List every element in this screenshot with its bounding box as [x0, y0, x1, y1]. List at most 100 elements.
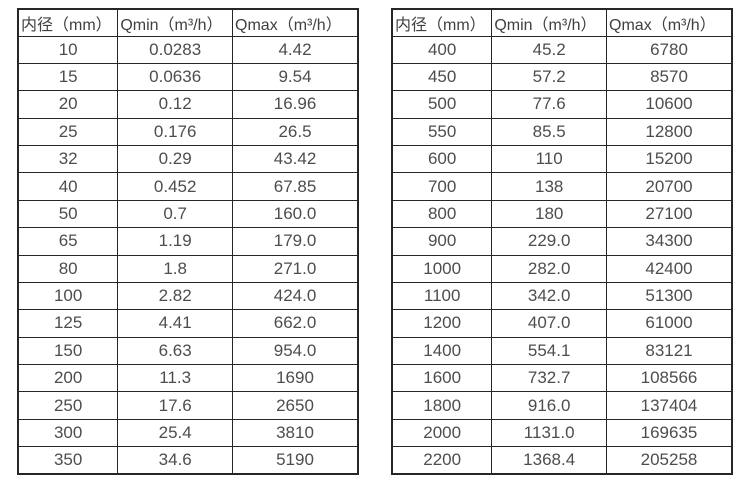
table-cell: 61000: [606, 309, 733, 338]
table-body: 10 0.0283 4.42 15 0.0636 9.54 20 0.12 16.96 25 0.1…: [17, 35, 359, 475]
table-cell: 450: [391, 62, 493, 92]
table-cell: 9.54: [232, 62, 359, 92]
table-cell: 100: [17, 281, 119, 311]
table-cell: 600: [391, 144, 493, 174]
table-cell: 229.0: [491, 227, 608, 256]
table-row: 50 0.7 160.0: [17, 199, 359, 229]
table-row: 65 1.19 179.0: [17, 227, 359, 256]
table-cell: 6.63: [117, 336, 234, 366]
table-row: 800 180 27100: [391, 199, 733, 229]
table-row: 1800 916.0 137404: [391, 391, 733, 420]
table-cell: 77.6: [491, 90, 608, 119]
header-cell-diameter: 内径（mm）: [17, 8, 119, 37]
table-row: 1600 732.7 108566: [391, 363, 733, 393]
table-row: 600 110 15200: [391, 144, 733, 174]
table-cell: 179.0: [232, 227, 359, 256]
table-cell: 27100: [606, 199, 733, 229]
header-cell-qmax: Qmax（m³/h）: [606, 8, 733, 37]
table-cell: 57.2: [491, 62, 608, 92]
table-cell: 11.3: [117, 363, 234, 393]
table-cell: 250: [17, 391, 119, 420]
table-row: 40 0.452 67.85: [17, 172, 359, 201]
table-cell: 108566: [606, 363, 733, 393]
flow-spec-table-small-diameters: 内径（mm） Qmin（m³/h） Qmax（m³/h） 10 0.0283 4.4…: [17, 8, 359, 475]
table-cell: 662.0: [232, 309, 359, 338]
table-row: 200 11.3 1690: [17, 363, 359, 393]
table-cell: 700: [391, 172, 493, 201]
table-row: 300 25.4 3810: [17, 418, 359, 448]
table-row: 350 34.6 5190: [17, 446, 359, 475]
table-cell: 45.2: [491, 35, 608, 64]
table-cell: 1368.4: [491, 446, 608, 475]
table-cell: 34300: [606, 227, 733, 256]
table-cell: 10600: [606, 90, 733, 119]
table-cell: 900: [391, 227, 493, 256]
table-cell: 17.6: [117, 391, 234, 420]
table-cell: 6780: [606, 35, 733, 64]
table-row: 20 0.12 16.96: [17, 90, 359, 119]
table-cell: 2200: [391, 446, 493, 475]
table-cell: 271.0: [232, 254, 359, 283]
table-cell: 1131.0: [491, 418, 608, 448]
table-cell: 0.452: [117, 172, 234, 201]
table-row: 10 0.0283 4.42: [17, 35, 359, 64]
table-cell: 20: [17, 90, 119, 119]
table-row: 250 17.6 2650: [17, 391, 359, 420]
table-cell: 34.6: [117, 446, 234, 475]
table-cell: 125: [17, 309, 119, 338]
table-cell: 8570: [606, 62, 733, 92]
table-row: 1200 407.0 61000: [391, 309, 733, 338]
header-cell-qmin: Qmin（m³/h）: [117, 8, 234, 37]
table-row: 150 6.63 954.0: [17, 336, 359, 366]
table-cell: 0.0636: [117, 62, 234, 92]
table-cell: 2.82: [117, 281, 234, 311]
table-row: 400 45.2 6780: [391, 35, 733, 64]
table-cell: 26.5: [232, 117, 359, 147]
table-cell: 3810: [232, 418, 359, 448]
table-cell: 1690: [232, 363, 359, 393]
table-cell: 400: [391, 35, 493, 64]
table-row: 25 0.176 26.5: [17, 117, 359, 147]
table-cell: 2650: [232, 391, 359, 420]
table-cell: 424.0: [232, 281, 359, 311]
header-cell-qmax: Qmax（m³/h）: [232, 8, 359, 37]
table-body: 400 45.2 6780 450 57.2 8570 500 77.6 10600 550 85.…: [391, 35, 733, 475]
table-cell: 138: [491, 172, 608, 201]
table-row: 125 4.41 662.0: [17, 309, 359, 338]
table-cell: 15200: [606, 144, 733, 174]
table-cell: 1.8: [117, 254, 234, 283]
header-cell-diameter: 内径（mm）: [391, 8, 493, 37]
table-cell: 200: [17, 363, 119, 393]
table-row: 32 0.29 43.42: [17, 144, 359, 174]
table-cell: 67.85: [232, 172, 359, 201]
table-cell: 550: [391, 117, 493, 147]
table-cell: 916.0: [491, 391, 608, 420]
table-cell: 40: [17, 172, 119, 201]
table-cell: 0.7: [117, 199, 234, 229]
table-cell: 160.0: [232, 199, 359, 229]
table-cell: 1800: [391, 391, 493, 420]
table-cell: 25.4: [117, 418, 234, 448]
table-cell: 500: [391, 90, 493, 119]
table-cell: 137404: [606, 391, 733, 420]
table-cell: 12800: [606, 117, 733, 147]
table-cell: 0.0283: [117, 35, 234, 64]
table-cell: 15: [17, 62, 119, 92]
table-cell: 4.42: [232, 35, 359, 64]
table-cell: 169635: [606, 418, 733, 448]
table-cell: 1000: [391, 254, 493, 283]
table-cell: 32: [17, 144, 119, 174]
table-row: 1100 342.0 51300: [391, 281, 733, 311]
table-cell: 0.12: [117, 90, 234, 119]
table-cell: 350: [17, 446, 119, 475]
table-row: 700 138 20700: [391, 172, 733, 201]
table-cell: 1600: [391, 363, 493, 393]
table-cell: 51300: [606, 281, 733, 311]
table-header: 内径（mm） Qmin（m³/h） Qmax（m³/h）: [391, 8, 733, 37]
table-cell: 554.1: [491, 336, 608, 366]
table-row: 1000 282.0 42400: [391, 254, 733, 283]
table-cell: 205258: [606, 446, 733, 475]
header-row: 内径（mm） Qmin（m³/h） Qmax（m³/h）: [17, 8, 359, 37]
table-cell: 10: [17, 35, 119, 64]
table-cell: 83121: [606, 336, 733, 366]
